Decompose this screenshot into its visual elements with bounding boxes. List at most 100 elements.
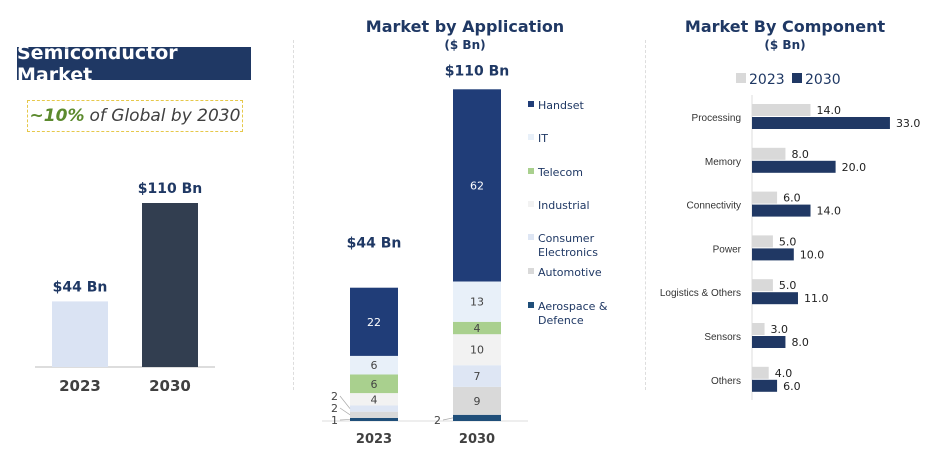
bar-2030 (752, 248, 794, 261)
y-tick-label: Memory (705, 157, 741, 168)
bar-2023 (752, 147, 786, 160)
component-chart-title: Market By Component (684, 17, 886, 36)
segment-IT (350, 355, 398, 375)
legend-swatch (528, 201, 534, 207)
data-label: 14.0 (817, 104, 842, 117)
data-label: 8.0 (791, 336, 809, 349)
segment-Industrial (350, 393, 398, 406)
semiconductor-market-title: Semiconductor Market (17, 42, 251, 86)
application-chart-subtitle: ($ Bn) (444, 38, 486, 52)
data-label: 6.0 (783, 192, 801, 205)
y-tick-label: Connectivity (687, 201, 741, 212)
y-tick-label: Others (711, 376, 741, 387)
y-tick-label: Logistics & Others (660, 288, 741, 299)
data-label: 11.0 (804, 292, 829, 305)
segment-Consumer Electronics (350, 405, 398, 412)
legend-label: Consumer (538, 232, 595, 245)
data-label: 8.0 (791, 148, 809, 161)
legend-label: Electronics (538, 246, 598, 259)
legend-label: Aerospace & (538, 300, 608, 313)
leader-line (442, 417, 454, 421)
segment-label: 9 (474, 395, 481, 408)
total-label: $110 Bn (445, 63, 509, 79)
divider (645, 40, 646, 390)
bar-2030 (752, 160, 836, 173)
segment-label: 4 (371, 393, 378, 406)
x-tick-label: 2030 (459, 432, 495, 447)
bar-2023 (752, 235, 773, 248)
segment-Industrial (453, 334, 501, 366)
segment-Automotive (453, 386, 501, 415)
bar-2023 (752, 366, 769, 379)
segment-IT (453, 281, 501, 322)
legend-label: 2030 (805, 72, 841, 88)
data-label: 14.0 (817, 205, 842, 218)
legend-swatch (528, 234, 534, 240)
bar-2023 (52, 301, 108, 367)
y-tick-label: Sensors (704, 332, 741, 343)
data-label: 6.0 (783, 380, 801, 393)
legend-swatch (528, 134, 534, 140)
leader-line (339, 395, 351, 409)
data-label: 5.0 (779, 279, 797, 292)
segment-Automotive (350, 411, 398, 418)
application-chart-title: Market by Application (365, 17, 565, 36)
segment-label: 2 (434, 414, 441, 427)
bar-2023 (752, 323, 765, 335)
segment-Handset (350, 287, 398, 356)
total-market-chart: $44 Bn 2023 $110 Bn 2030 (35, 181, 215, 395)
segment-label: 6 (371, 359, 378, 372)
bar-2023 (752, 191, 778, 204)
bar-2023 (752, 279, 773, 292)
segment-label: 62 (470, 179, 484, 192)
bar-2030 (752, 336, 786, 348)
segment-label: 1 (331, 414, 338, 427)
segment-label: 2 (331, 390, 338, 403)
legend-label: IT (538, 132, 548, 145)
segment-Telecom (350, 374, 398, 394)
divider (293, 40, 294, 390)
segment-Aerospace & Defence (453, 414, 501, 421)
total-label: $44 Bn (347, 236, 402, 252)
legend-label: Industrial (538, 199, 590, 212)
legend-swatch (528, 101, 534, 107)
data-label: $44 Bn (53, 279, 108, 295)
x-tick-label: 2023 (59, 377, 101, 395)
legend-swatch (736, 73, 746, 83)
bar-2030 (752, 204, 811, 217)
x-tick-label: 2023 (356, 432, 392, 447)
leader-line (339, 419, 351, 421)
x-tick-label: 2030 (149, 377, 191, 395)
data-label: 5.0 (779, 235, 797, 248)
segment-label: 22 (367, 316, 381, 329)
callout-highlight: ~10% (29, 106, 85, 126)
bar-2030 (752, 117, 890, 129)
legend-label: 2023 (749, 72, 785, 88)
segment-label: 10 (470, 344, 484, 357)
component-chart-subtitle: ($ Bn) (764, 38, 806, 52)
segment-label: 4 (474, 322, 481, 335)
data-label: $110 Bn (138, 181, 202, 197)
legend-label: Handset (538, 99, 584, 112)
legend-swatch (528, 302, 534, 308)
legend-swatch (528, 168, 534, 174)
data-label: 20.0 (842, 161, 867, 174)
y-tick-label: Power (713, 244, 742, 255)
bar-2030 (752, 292, 798, 305)
legend-swatch (792, 73, 802, 83)
data-label: 33.0 (896, 117, 921, 130)
segment-label: 13 (470, 296, 484, 309)
segment-Telecom (453, 321, 501, 335)
data-label: 10.0 (800, 248, 825, 261)
data-label: 4.0 (775, 367, 793, 380)
component-chart: 2023 2030 Processing 14.0 33.0 Memory 8.0 20.0 C… (660, 72, 921, 400)
data-label: 3.0 (771, 323, 789, 336)
bar-2030 (752, 379, 778, 392)
segment-Handset (453, 89, 501, 282)
callout-text: of Global by 2030 (89, 106, 241, 126)
segment-Consumer Electronics (453, 365, 501, 387)
legend-label: Defence (538, 314, 584, 327)
segment-Aerospace & Defence (350, 417, 398, 421)
legend-swatch (528, 268, 534, 274)
